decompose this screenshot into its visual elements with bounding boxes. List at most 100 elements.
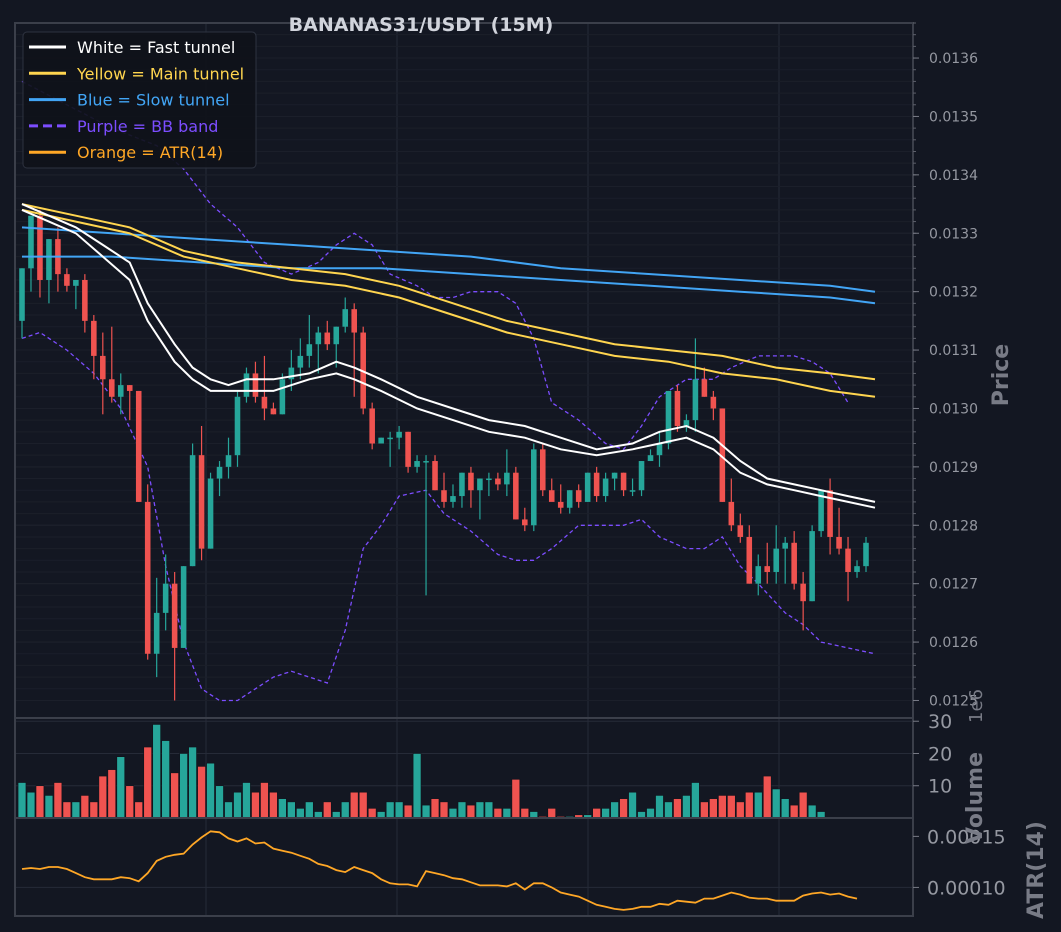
- volume-bar: [71, 801, 81, 819]
- axes: 0.0136 0.0135 0.0134 0.0133 0.0132 0.0131 0.01…: [913, 22, 1006, 899]
- candle-body: [342, 309, 349, 327]
- candle-body: [674, 390, 681, 426]
- candle-body: [46, 239, 52, 280]
- candle-body: [710, 396, 717, 409]
- volume-bar: [475, 801, 485, 819]
- volume-bar: [197, 766, 206, 819]
- candle-body: [207, 478, 214, 549]
- volume-bar: [493, 808, 503, 819]
- candle-body: [548, 490, 555, 502]
- volume-bar: [655, 795, 664, 819]
- volume-bar: [206, 762, 215, 819]
- candle-body: [531, 449, 537, 526]
- candle-body: [216, 466, 223, 479]
- atr-axis-label: ATR(14): [1024, 821, 1049, 919]
- candle-body: [854, 566, 860, 572]
- candle-body: [306, 344, 313, 356]
- candle-body: [432, 461, 438, 491]
- volume-bar: [125, 785, 134, 819]
- volume-bar: [242, 782, 251, 819]
- candle-body: [638, 461, 645, 491]
- volume-bar: [26, 791, 36, 819]
- candle-body: [396, 431, 402, 438]
- volume-bar: [394, 801, 404, 819]
- volume-bar: [35, 785, 45, 819]
- volume-bar: [340, 801, 350, 819]
- candle-body: [351, 309, 357, 333]
- volume-bar: [403, 804, 413, 819]
- volume-bar: [80, 795, 90, 819]
- volume-bar: [718, 795, 727, 819]
- volume-tick-label: 30: [928, 711, 952, 733]
- candle-body: [369, 408, 375, 444]
- volume-bar: [502, 808, 512, 819]
- atr-tick-label: 0.00015: [927, 826, 1006, 848]
- candle-body: [261, 396, 268, 409]
- legend: White = Fast tunnel Yellow = Main tunnel B…: [22, 31, 257, 169]
- legend-label: Orange = ATR(14): [77, 143, 223, 162]
- candle-body: [611, 472, 618, 479]
- volume-bar: [601, 808, 610, 819]
- price-tick-label: 0.0134: [929, 168, 978, 184]
- candle-body: [423, 461, 429, 463]
- volume-bar: [98, 775, 108, 819]
- candle-body: [270, 408, 277, 415]
- main-tunnel-upper-line: [21, 203, 876, 381]
- atr-line: [21, 830, 858, 911]
- candle-body: [737, 525, 744, 537]
- volume-bar: [296, 808, 305, 819]
- volume-bar: [412, 753, 422, 819]
- volume-bar: [457, 801, 467, 819]
- candle-body: [863, 542, 869, 567]
- volume-bar: [260, 782, 269, 819]
- candle-body: [19, 268, 25, 321]
- volume-bar: [367, 808, 377, 819]
- volume-axis-label: Volume: [963, 752, 988, 844]
- volume-bar: [807, 804, 817, 819]
- legend-label: Blue = Slow tunnel: [77, 91, 230, 110]
- bb-upper-line: [21, 80, 849, 451]
- candle-body: [504, 472, 510, 485]
- candle-body: [144, 501, 151, 654]
- price-tick-label: 0.0135: [929, 109, 978, 125]
- volume-bar: [682, 795, 691, 819]
- volume-bar: [798, 791, 808, 819]
- volume-bar: [134, 801, 143, 819]
- volume-bar: [278, 798, 287, 819]
- candle-body: [198, 455, 205, 549]
- candle-body: [28, 215, 34, 269]
- volume-tick-label: 10: [928, 776, 952, 798]
- volume-bar: [745, 791, 754, 819]
- price-tick-label: 0.0125: [929, 693, 978, 709]
- candle-body: [100, 355, 106, 380]
- candle-body: [818, 490, 824, 532]
- candle-body: [593, 472, 600, 497]
- candle-body: [405, 431, 411, 467]
- atr-tick-label: 0.00010: [927, 877, 1006, 899]
- volume-bar: [646, 808, 655, 819]
- volume-bar: [628, 791, 637, 819]
- volume-bar: [323, 801, 332, 819]
- volume-bar: [547, 808, 556, 819]
- candle-body: [243, 373, 250, 397]
- volume-bar: [358, 791, 368, 819]
- candle-body: [746, 536, 753, 584]
- volume-bar: [287, 801, 296, 819]
- price-plot: [19, 80, 876, 702]
- fast-tunnel-lower-line: [21, 208, 876, 509]
- candle-body: [315, 332, 322, 345]
- candle-body: [468, 472, 474, 491]
- candle-body: [764, 566, 771, 572]
- candle-body: [297, 355, 304, 368]
- volume-bar: [466, 804, 476, 819]
- candle-body: [539, 449, 546, 491]
- volume-bar: [224, 801, 233, 819]
- candle-body: [450, 496, 456, 502]
- volume-bar: [143, 746, 152, 819]
- candle-body: [109, 379, 115, 397]
- candle-body: [602, 478, 609, 497]
- volume-bar: [691, 782, 700, 819]
- volume-bar: [44, 795, 54, 819]
- volume-bar: [188, 746, 197, 819]
- price-tick-label: 0.0132: [929, 285, 978, 301]
